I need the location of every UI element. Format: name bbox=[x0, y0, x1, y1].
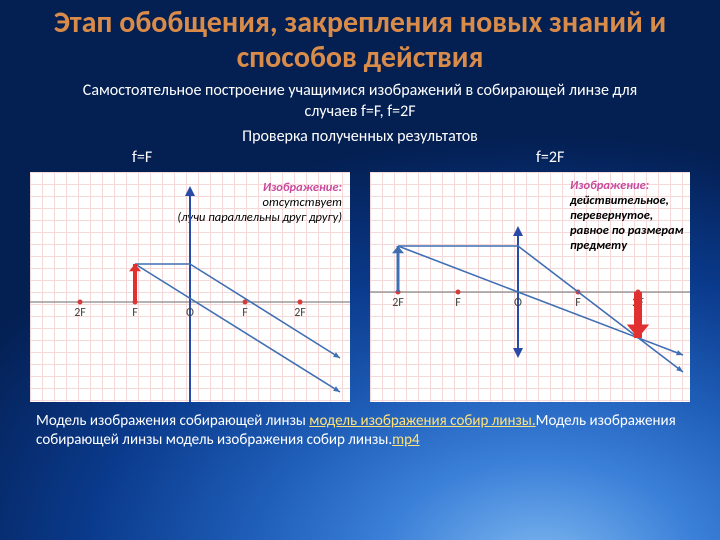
svg-text:O: O bbox=[186, 306, 194, 320]
model-link-1[interactable]: модель изображения собир линзы. bbox=[309, 412, 535, 430]
svg-text:F: F bbox=[242, 306, 248, 320]
svg-text:2F: 2F bbox=[74, 306, 86, 320]
right-chart-label: f=2F bbox=[536, 148, 564, 167]
charts-row: Изображение: отсутствует(лучи параллельн… bbox=[0, 172, 720, 402]
svg-text:2F: 2F bbox=[392, 296, 404, 310]
right-chart: Изображение: действительное, перевернуто… bbox=[370, 172, 690, 402]
svg-text:F: F bbox=[455, 296, 461, 310]
bottom-text: Модель изображения собирающей линзы моде… bbox=[0, 402, 720, 451]
svg-text:F: F bbox=[132, 306, 138, 320]
bottom-pre1: Модель изображения собирающей линзы bbox=[36, 412, 309, 430]
page-title: Этап обобщения, закрепления новых знаний… bbox=[0, 0, 720, 75]
chart-labels-row: f=F f=2F bbox=[0, 148, 720, 170]
svg-text:2F: 2F bbox=[294, 306, 306, 320]
svg-text:O: O bbox=[514, 296, 522, 310]
model-link-2[interactable]: mp4 bbox=[392, 431, 419, 449]
subtitle-1: Самостоятельное построение учащимися изо… bbox=[0, 81, 720, 123]
left-chart-label: f=F bbox=[132, 148, 152, 167]
subtitle-2: Проверка полученных результатов bbox=[0, 127, 720, 146]
svg-text:F: F bbox=[575, 296, 581, 310]
left-chart: Изображение: отсутствует(лучи параллельн… bbox=[30, 172, 350, 402]
